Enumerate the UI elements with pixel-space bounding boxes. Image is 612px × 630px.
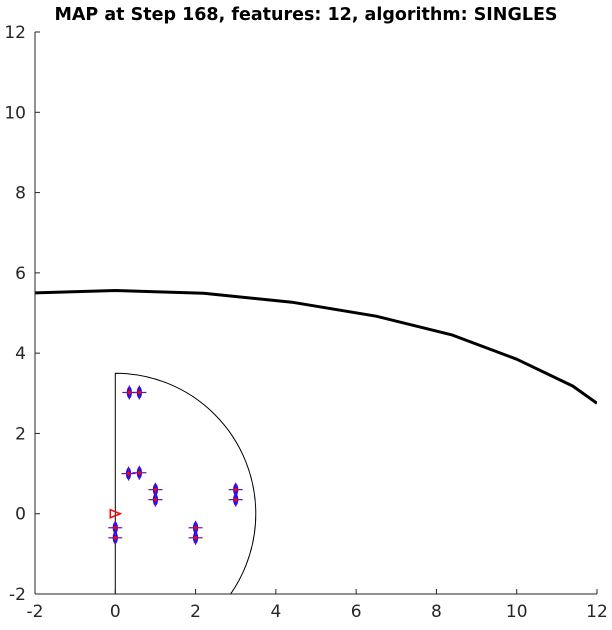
feature-12: [228, 492, 243, 507]
feature-2: [132, 385, 147, 400]
feature-true-dot: [137, 390, 142, 395]
feature-9: [188, 520, 203, 535]
x-tick-label: 0: [110, 602, 121, 622]
feature-true-dot: [193, 536, 198, 540]
feature-true-dot: [153, 497, 158, 502]
robot-pose-marker: [109, 508, 123, 519]
y-tick-label: 4: [15, 344, 26, 364]
y-tick-label: 10: [4, 103, 26, 123]
feature-4: [132, 465, 147, 480]
y-tick-label: -2: [9, 585, 26, 605]
y-tick-label: 2: [15, 424, 26, 444]
feature-true-dot: [137, 470, 142, 475]
feature-6: [148, 492, 163, 507]
y-tick-label: 12: [4, 23, 26, 43]
x-tick-label: 6: [351, 602, 362, 622]
y-tick-label: 0: [15, 505, 26, 525]
feature-true-dot: [153, 487, 158, 492]
feature-true-dot: [127, 390, 132, 395]
feature-true-dot: [126, 471, 131, 476]
y-tick-label: 6: [15, 264, 26, 284]
trajectory-line: [35, 289, 597, 405]
x-tick-label: 12: [586, 602, 608, 622]
x-tick-label: 4: [270, 602, 281, 622]
plot-area: [35, 289, 597, 594]
x-tick-label: -2: [27, 602, 44, 622]
x-tick-label: 8: [431, 602, 442, 622]
x-tick-label: 10: [506, 602, 528, 622]
data-layer: [35, 289, 597, 594]
feature-10: [188, 530, 203, 545]
feature-8: [108, 530, 123, 545]
chart-title: MAP at Step 168, features: 12, algorithm…: [54, 5, 557, 25]
feature-3: [121, 466, 136, 481]
sensor-range-arc: [114, 372, 257, 594]
feature-true-dot: [193, 525, 198, 530]
y-tick-label: 8: [15, 184, 26, 204]
feature-true-dot: [113, 536, 118, 540]
x-tick-label: 2: [190, 602, 201, 622]
axes: -2 0 2 4 6 8 10 12 -2 0 2 4 6 8 10 12: [4, 23, 607, 622]
feature-true-dot: [233, 487, 238, 492]
feature-true-dot: [113, 525, 118, 530]
feature-true-dot: [233, 497, 238, 502]
